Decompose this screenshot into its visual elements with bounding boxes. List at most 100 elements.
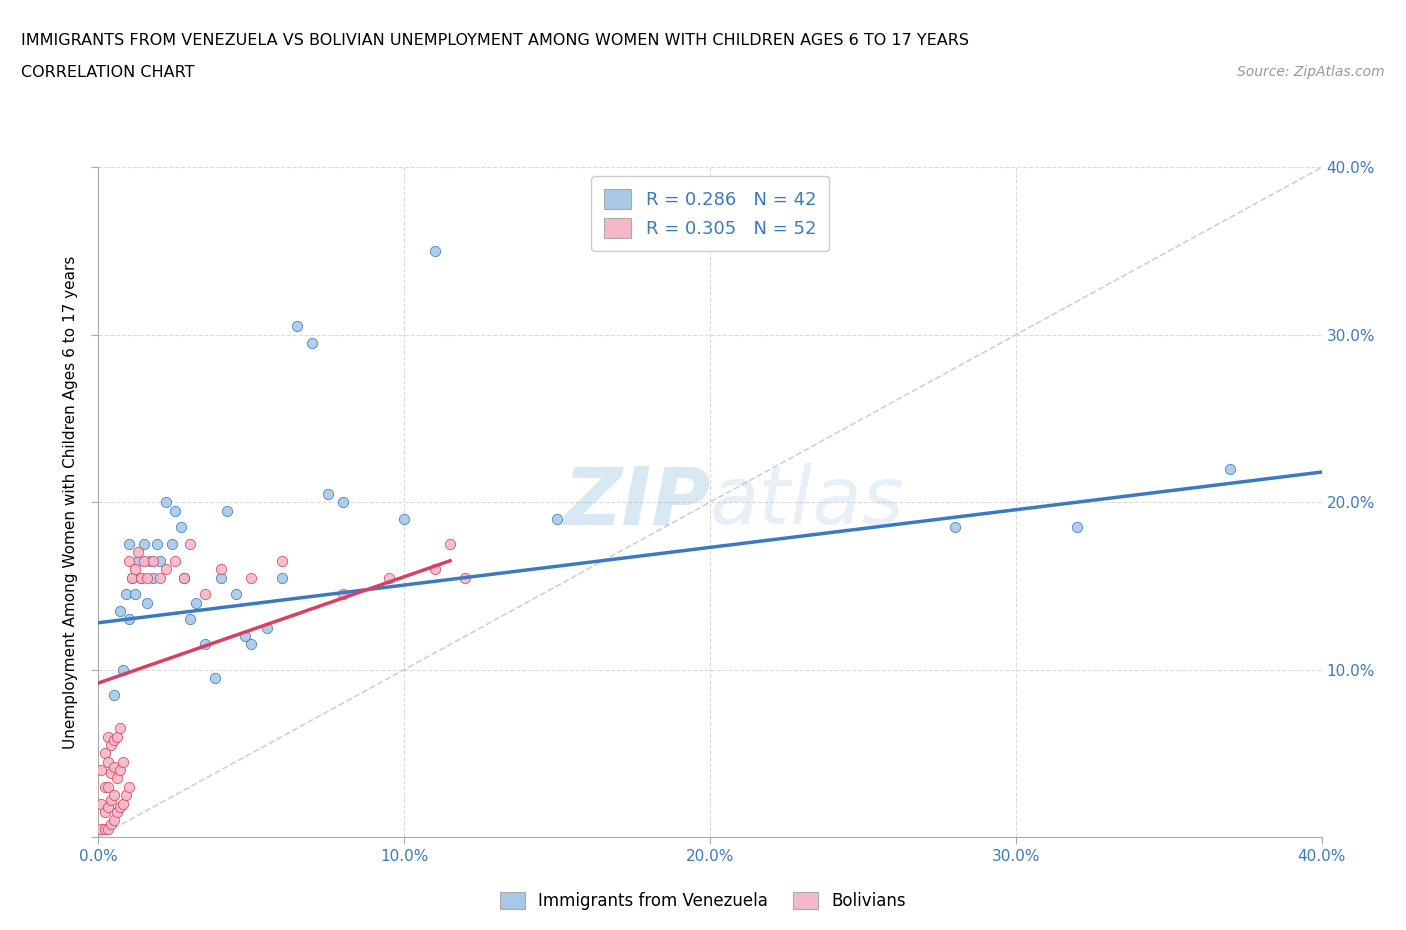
Point <box>179 612 201 627</box>
Point <box>136 595 159 610</box>
Point <box>108 721 131 736</box>
Point <box>108 800 131 815</box>
Point <box>108 604 131 618</box>
Point <box>149 570 172 585</box>
Point <box>301 336 323 351</box>
Point <box>115 587 138 602</box>
Text: ZIP: ZIP <box>562 463 710 541</box>
Point <box>100 792 122 807</box>
Point <box>332 587 354 602</box>
Text: IMMIGRANTS FROM VENEZUELA VS BOLIVIAN UNEMPLOYMENT AMONG WOMEN WITH CHILDREN AGE: IMMIGRANTS FROM VENEZUELA VS BOLIVIAN UN… <box>21 33 969 47</box>
Point <box>256 620 278 635</box>
Point <box>118 779 141 794</box>
Point <box>209 570 232 585</box>
Text: CORRELATION CHART: CORRELATION CHART <box>21 65 194 80</box>
Point <box>108 763 131 777</box>
Point <box>115 788 138 803</box>
Point <box>118 537 141 551</box>
Point <box>173 570 195 585</box>
Point <box>118 553 141 568</box>
Point <box>100 737 122 752</box>
Point <box>145 537 167 551</box>
Point <box>233 629 256 644</box>
Y-axis label: Unemployment Among Women with Children Ages 6 to 17 years: Unemployment Among Women with Children A… <box>63 256 77 749</box>
Point <box>215 503 238 518</box>
Point <box>100 766 122 781</box>
Point <box>378 570 401 585</box>
Point <box>97 754 120 769</box>
Point <box>111 754 134 769</box>
Point <box>240 570 263 585</box>
Point <box>105 804 128 819</box>
Point <box>90 796 112 811</box>
Point <box>124 587 146 602</box>
Point <box>155 495 177 510</box>
Point <box>127 553 149 568</box>
Point <box>103 788 125 803</box>
Point <box>121 570 143 585</box>
Point <box>134 553 156 568</box>
Point <box>270 553 292 568</box>
Point <box>316 486 339 501</box>
Point <box>93 804 115 819</box>
Point <box>194 637 217 652</box>
Point <box>90 763 112 777</box>
Point <box>454 570 477 585</box>
Point <box>103 733 125 748</box>
Point <box>423 244 446 259</box>
Point <box>439 537 461 551</box>
Point <box>118 612 141 627</box>
Point <box>90 821 112 836</box>
Point <box>105 771 128 786</box>
Point <box>97 800 120 815</box>
Point <box>97 821 120 836</box>
Point <box>225 587 247 602</box>
Point <box>186 595 208 610</box>
Point <box>97 729 120 744</box>
Point <box>943 520 966 535</box>
Point <box>209 562 232 577</box>
Point <box>103 813 125 828</box>
Legend: R = 0.286   N = 42, R = 0.305   N = 52: R = 0.286 N = 42, R = 0.305 N = 52 <box>592 177 828 250</box>
Point <box>129 570 152 585</box>
Point <box>204 671 226 685</box>
Point <box>170 520 193 535</box>
Point <box>93 746 115 761</box>
Point <box>121 570 143 585</box>
Point <box>103 687 125 702</box>
Point <box>423 562 446 577</box>
Point <box>93 779 115 794</box>
Point <box>392 512 416 526</box>
Point <box>129 570 152 585</box>
Point <box>93 821 115 836</box>
Point <box>155 562 177 577</box>
Text: Source: ZipAtlas.com: Source: ZipAtlas.com <box>1237 65 1385 79</box>
Legend: Immigrants from Venezuela, Bolivians: Immigrants from Venezuela, Bolivians <box>494 885 912 917</box>
Point <box>179 537 201 551</box>
Point <box>103 759 125 774</box>
Point <box>142 570 165 585</box>
Point <box>142 553 165 568</box>
Point <box>136 570 159 585</box>
Point <box>100 817 122 831</box>
Point <box>139 553 162 568</box>
Point <box>124 562 146 577</box>
Point <box>173 570 195 585</box>
Point <box>194 587 217 602</box>
Point <box>127 545 149 560</box>
Point <box>134 537 156 551</box>
Point <box>240 637 263 652</box>
Point <box>163 503 186 518</box>
Point <box>105 729 128 744</box>
Point <box>97 779 120 794</box>
Text: atlas: atlas <box>710 463 905 541</box>
Point <box>111 662 134 677</box>
Point <box>270 570 292 585</box>
Point <box>111 796 134 811</box>
Point <box>332 495 354 510</box>
Point <box>1219 461 1241 476</box>
Point <box>160 537 183 551</box>
Point <box>163 553 186 568</box>
Point <box>149 553 172 568</box>
Point <box>1066 520 1088 535</box>
